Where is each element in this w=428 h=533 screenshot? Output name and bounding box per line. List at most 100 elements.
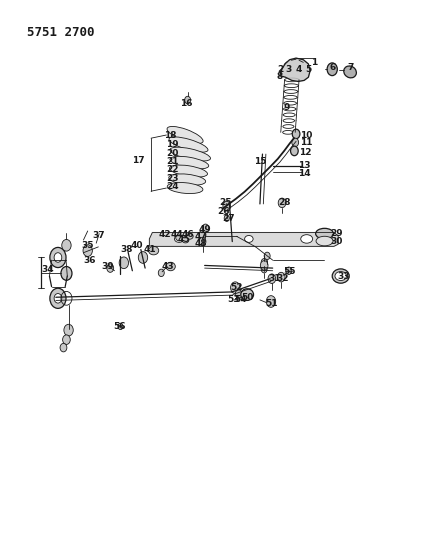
Text: 35: 35 (81, 241, 94, 250)
Text: 56: 56 (113, 322, 126, 331)
Text: 50: 50 (241, 293, 253, 302)
Text: 13: 13 (298, 161, 310, 170)
Polygon shape (280, 58, 310, 82)
Text: 34: 34 (41, 265, 54, 273)
Text: 10: 10 (300, 131, 313, 140)
Text: 9: 9 (284, 103, 290, 112)
Ellipse shape (315, 228, 333, 239)
Text: 30: 30 (330, 237, 343, 246)
Circle shape (158, 269, 164, 277)
Text: 49: 49 (198, 225, 211, 234)
Text: 36: 36 (83, 256, 96, 265)
Text: 24: 24 (166, 182, 178, 191)
Circle shape (286, 267, 292, 274)
Circle shape (292, 138, 299, 147)
Text: 15: 15 (254, 157, 266, 166)
Text: 16: 16 (180, 99, 193, 108)
Text: 48: 48 (195, 239, 208, 248)
Ellipse shape (169, 174, 205, 185)
Ellipse shape (245, 236, 253, 243)
Ellipse shape (167, 126, 203, 143)
Text: 23: 23 (166, 174, 178, 183)
Text: 46: 46 (181, 230, 194, 239)
Circle shape (261, 265, 267, 273)
Text: 4: 4 (296, 64, 302, 74)
Text: 20: 20 (166, 149, 178, 158)
Circle shape (292, 129, 300, 139)
Text: 42: 42 (159, 230, 171, 239)
Text: 53: 53 (227, 295, 239, 304)
Ellipse shape (149, 246, 159, 255)
Text: 47: 47 (195, 232, 208, 241)
Text: 55: 55 (283, 268, 296, 276)
Circle shape (223, 201, 231, 211)
Text: 21: 21 (166, 157, 178, 166)
Ellipse shape (170, 156, 209, 169)
Circle shape (60, 343, 67, 352)
Circle shape (118, 323, 123, 329)
Circle shape (291, 146, 298, 156)
Text: 25: 25 (220, 198, 232, 207)
Text: 7: 7 (347, 63, 353, 72)
Ellipse shape (316, 236, 333, 246)
Circle shape (50, 288, 66, 309)
Circle shape (261, 259, 267, 266)
Text: 18: 18 (164, 131, 177, 140)
Text: 3: 3 (285, 64, 291, 74)
Text: 31: 31 (268, 273, 281, 282)
Circle shape (327, 63, 337, 76)
Text: 52: 52 (230, 283, 242, 292)
Circle shape (61, 266, 72, 280)
Circle shape (264, 252, 270, 260)
Circle shape (107, 264, 114, 272)
Ellipse shape (182, 237, 189, 243)
Circle shape (268, 274, 276, 284)
Circle shape (54, 294, 62, 303)
Circle shape (62, 335, 70, 344)
Polygon shape (149, 232, 338, 246)
Circle shape (184, 96, 190, 104)
Text: 11: 11 (300, 139, 313, 148)
Text: 38: 38 (121, 245, 133, 254)
Circle shape (202, 224, 209, 232)
Ellipse shape (169, 165, 208, 177)
Ellipse shape (301, 235, 312, 243)
Text: 37: 37 (92, 231, 105, 240)
Ellipse shape (169, 137, 208, 152)
Text: 43: 43 (162, 262, 174, 271)
Circle shape (235, 290, 242, 298)
Text: 1: 1 (311, 58, 317, 67)
Circle shape (50, 247, 66, 268)
Text: 32: 32 (276, 273, 289, 282)
Ellipse shape (241, 289, 253, 301)
Text: 2: 2 (277, 64, 283, 74)
Circle shape (199, 237, 206, 246)
Circle shape (277, 272, 285, 282)
Text: 29: 29 (330, 229, 343, 238)
Ellipse shape (167, 182, 203, 193)
Circle shape (278, 198, 286, 208)
Text: 41: 41 (144, 245, 157, 254)
Text: 54: 54 (234, 295, 247, 304)
Circle shape (64, 324, 73, 336)
Ellipse shape (186, 233, 193, 239)
Circle shape (231, 282, 240, 294)
Text: 12: 12 (299, 148, 312, 157)
Circle shape (119, 257, 128, 269)
Circle shape (138, 252, 148, 263)
Ellipse shape (175, 236, 184, 243)
Text: 22: 22 (166, 166, 178, 174)
Text: 39: 39 (101, 262, 114, 271)
Text: 8: 8 (277, 72, 283, 81)
Text: 44: 44 (170, 230, 183, 239)
Text: 27: 27 (223, 214, 235, 223)
Ellipse shape (166, 262, 175, 271)
Circle shape (199, 230, 206, 239)
Text: 28: 28 (278, 198, 291, 207)
Text: 26: 26 (217, 207, 229, 216)
Text: 5: 5 (305, 64, 312, 74)
Ellipse shape (344, 66, 357, 78)
Ellipse shape (332, 269, 349, 283)
Text: 14: 14 (298, 169, 310, 178)
Text: 40: 40 (131, 241, 143, 250)
